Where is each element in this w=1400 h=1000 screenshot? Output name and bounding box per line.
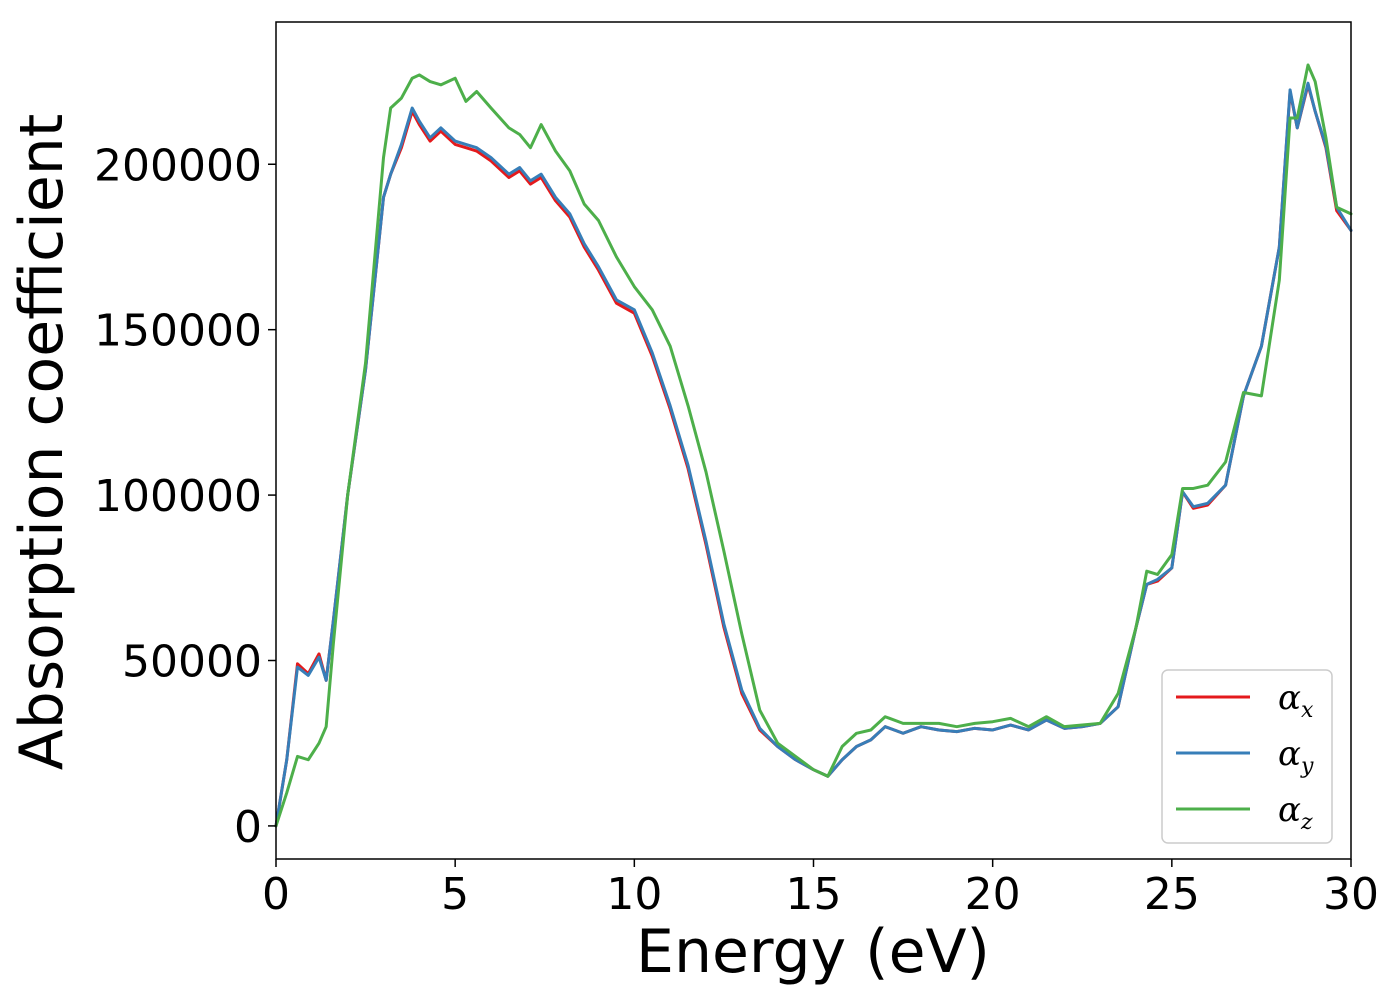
legend-label-y: αy [1278,734,1314,779]
x-tick-label: 20 [965,869,1021,920]
y-tick-label: 200000 [94,140,262,191]
x-axis-title: Energy (eV) [636,917,990,987]
y-axis: 0 50000 100000 150000 200000 [94,140,276,853]
y-tick-label: 150000 [94,306,262,357]
series-layer [274,63,1353,828]
y-tick-label: 0 [234,802,262,853]
y-axis-title: Absorption coefficient [7,114,77,771]
x-tick-label: 25 [1144,869,1200,920]
x-tick-label: 10 [606,869,662,920]
y-tick-label: 100000 [94,471,262,522]
y-tick-label: 50000 [122,637,262,688]
legend-box [1161,669,1333,844]
x-tick-label: 0 [262,869,290,920]
x-axis: 0 5 10 15 20 25 30 [262,859,1379,920]
x-tick-label: 5 [441,869,469,920]
legend-label-x: αx [1278,678,1314,723]
series-line-y [274,81,1353,828]
x-tick-label: 15 [786,869,842,920]
x-tick-label: 30 [1323,869,1379,920]
series-line-z [274,63,1353,828]
